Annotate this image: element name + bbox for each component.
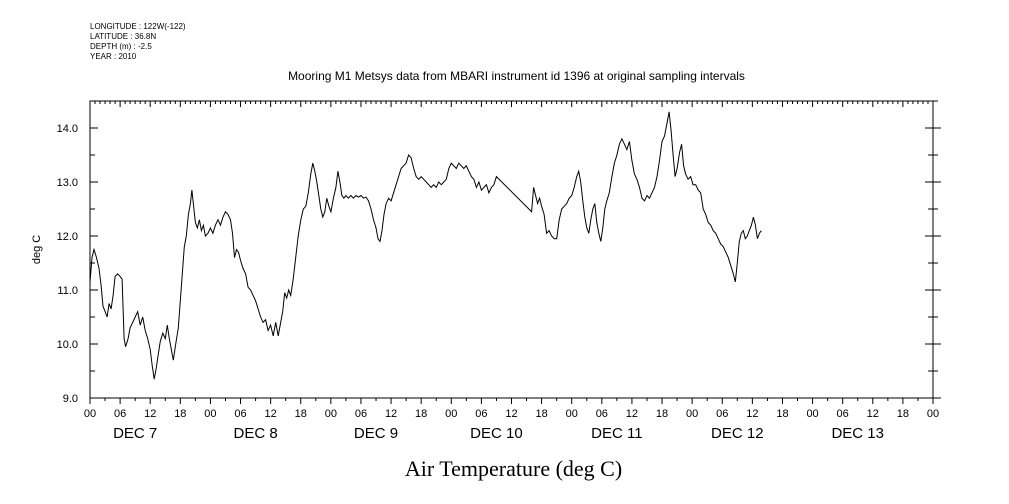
y-tick-label: 9.0 (63, 393, 78, 405)
x-tick-label: 12 (505, 408, 517, 420)
x-tick-label: 00 (927, 408, 939, 420)
x-tick-label: 00 (325, 408, 337, 420)
x-axis-ticks (89, 398, 934, 404)
y-tick-label: 12.0 (57, 231, 78, 243)
plot-frame (89, 100, 934, 399)
station-metadata: LONGITUDE : 122W(-122) LATITUDE : 36.8N … (90, 22, 186, 62)
day-label: DEC 12 (711, 425, 764, 442)
temperature-series-line (89, 111, 762, 380)
x-tick-label: 18 (897, 408, 909, 420)
longitude-label: LONGITUDE : 122W(-122) (90, 22, 186, 31)
day-label: DEC 8 (233, 425, 277, 442)
top-minor-ticks (89, 101, 934, 107)
x-tick-label: 18 (535, 408, 547, 420)
x-tick-label: 18 (656, 408, 668, 420)
x-axis-label: Air Temperature (deg C) (405, 456, 622, 481)
x-tick-label: 12 (746, 408, 758, 420)
y-axis-ticks (90, 100, 941, 399)
x-tick-label: 18 (415, 408, 427, 420)
x-axis-day-labels: DEC 7 DEC 8 DEC 9 DEC 10 DEC 11 DEC 12 DEC 13 (113, 425, 884, 442)
x-tick-label: 00 (806, 408, 818, 420)
x-tick-label: 00 (566, 408, 578, 420)
x-tick-label: 12 (626, 408, 638, 420)
x-tick-label: 18 (776, 408, 788, 420)
y-axis-tick-labels: 9.0 10.0 11.0 12.0 13.0 14.0 (57, 123, 78, 405)
y-axis-label: deg C (31, 235, 43, 264)
x-tick-label: 00 (686, 408, 698, 420)
day-label: DEC 10 (470, 425, 523, 442)
x-tick-label: 12 (385, 408, 397, 420)
x-tick-label: 12 (867, 408, 879, 420)
day-label: DEC 9 (354, 425, 398, 442)
x-tick-label: 06 (234, 408, 246, 420)
day-label: DEC 7 (113, 425, 157, 442)
x-tick-label: 12 (265, 408, 277, 420)
y-tick-label: 13.0 (57, 177, 78, 189)
y-tick-label: 11.0 (57, 285, 78, 297)
depth-label: DEPTH (m) : -2.5 (90, 42, 152, 51)
x-tick-label: 06 (837, 408, 849, 420)
x-tick-label: 06 (355, 408, 367, 420)
x-tick-label: 00 (204, 408, 216, 420)
x-tick-label: 00 (445, 408, 457, 420)
x-axis-hour-labels: 00 06 12 18 00 06 12 18 00 06 12 18 00 06 12 18 00 06 12 18… (84, 408, 939, 420)
chart-title: Mooring M1 Metsys data from MBARI instru… (288, 69, 745, 83)
x-tick-label: 12 (144, 408, 156, 420)
y-tick-label: 14.0 (57, 123, 78, 135)
x-tick-label: 06 (114, 408, 126, 420)
day-label: DEC 13 (831, 425, 884, 442)
x-tick-label: 18 (295, 408, 307, 420)
latitude-label: LATITUDE : 36.8N (90, 32, 157, 41)
x-tick-label: 18 (174, 408, 186, 420)
x-tick-label: 06 (716, 408, 728, 420)
day-label: DEC 11 (591, 425, 642, 442)
year-label: YEAR : 2010 (90, 52, 137, 61)
x-tick-label: 00 (84, 408, 96, 420)
x-tick-label: 06 (596, 408, 608, 420)
x-tick-label: 06 (475, 408, 487, 420)
y-tick-label: 10.0 (57, 339, 78, 351)
